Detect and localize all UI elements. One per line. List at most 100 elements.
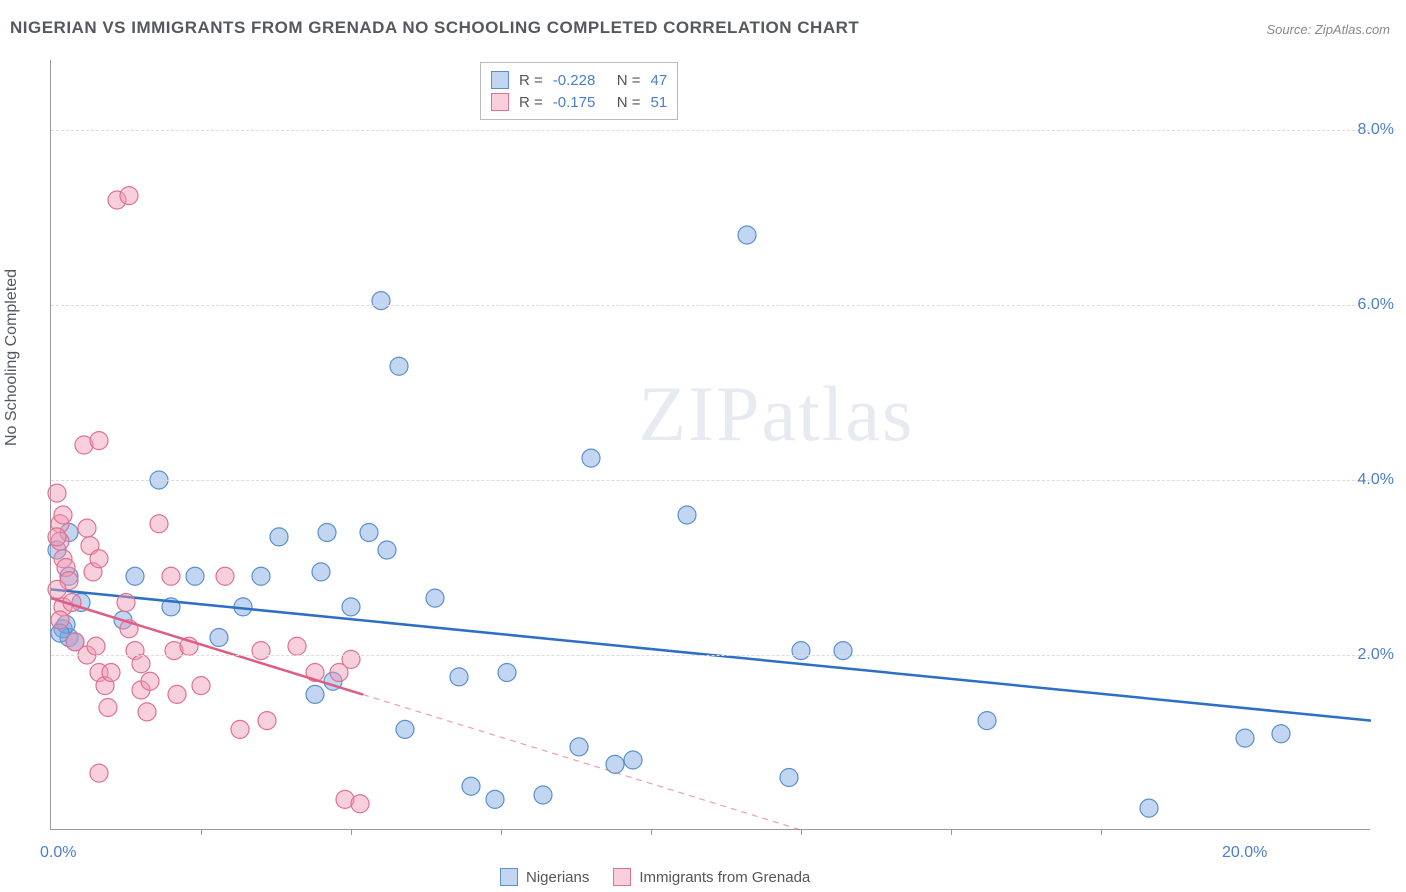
data-point	[252, 642, 270, 660]
data-point	[738, 226, 756, 244]
gridline	[51, 480, 1370, 481]
data-point	[54, 506, 72, 524]
data-point	[48, 580, 66, 598]
series-legend: Nigerians Immigrants from Grenada	[500, 868, 810, 886]
y-tick-label: 4.0%	[1358, 471, 1394, 489]
data-point	[252, 567, 270, 585]
n-label: N =	[617, 94, 641, 111]
x-tick	[501, 829, 502, 835]
data-point	[342, 598, 360, 616]
legend-swatch	[613, 868, 631, 886]
x-tick	[201, 829, 202, 835]
data-point	[360, 524, 378, 542]
data-point	[216, 567, 234, 585]
plot-area: ZIPatlas	[50, 60, 1370, 830]
data-point	[582, 449, 600, 467]
correlation-legend: R = -0.228 N = 47 R = -0.175 N = 51	[480, 62, 678, 120]
gridline	[51, 305, 1370, 306]
r-label: R =	[519, 94, 543, 111]
legend-label: Nigerians	[526, 869, 589, 886]
data-point	[132, 655, 150, 673]
data-point	[288, 637, 306, 655]
r-label: R =	[519, 72, 543, 89]
data-point	[51, 611, 69, 629]
data-point	[342, 650, 360, 668]
data-point	[150, 515, 168, 533]
data-point	[306, 685, 324, 703]
legend-row: R = -0.175 N = 51	[491, 91, 667, 113]
data-point	[834, 642, 852, 660]
data-point	[258, 712, 276, 730]
x-tick	[351, 829, 352, 835]
data-point	[570, 738, 588, 756]
data-point	[318, 524, 336, 542]
x-tick-label: 0.0%	[40, 844, 76, 862]
data-point	[87, 637, 105, 655]
n-label: N =	[617, 72, 641, 89]
x-tick	[801, 829, 802, 835]
data-point	[396, 720, 414, 738]
trend-line-dashed	[363, 695, 801, 830]
data-point	[1236, 729, 1254, 747]
source-label: Source: ZipAtlas.com	[1266, 22, 1390, 37]
x-tick	[651, 829, 652, 835]
data-point	[450, 668, 468, 686]
r-value: -0.228	[553, 72, 607, 89]
data-point	[78, 519, 96, 537]
plot-svg	[51, 60, 1370, 829]
data-point	[90, 764, 108, 782]
legend-swatch	[500, 868, 518, 886]
data-point	[678, 506, 696, 524]
data-point	[192, 677, 210, 695]
data-point	[168, 685, 186, 703]
data-point	[186, 567, 204, 585]
data-point	[120, 187, 138, 205]
data-point	[372, 292, 390, 310]
legend-item: Immigrants from Grenada	[613, 868, 810, 886]
data-point	[1272, 725, 1290, 743]
n-value: 51	[651, 94, 668, 111]
data-point	[141, 672, 159, 690]
gridline	[51, 655, 1370, 656]
data-point	[231, 720, 249, 738]
data-point	[312, 563, 330, 581]
data-point	[102, 664, 120, 682]
data-point	[780, 769, 798, 787]
data-point	[48, 528, 66, 546]
y-axis-label: No Schooling Completed	[3, 269, 21, 446]
y-tick-label: 8.0%	[1358, 121, 1394, 139]
data-point	[462, 777, 480, 795]
data-point	[90, 432, 108, 450]
legend-row: R = -0.228 N = 47	[491, 69, 667, 91]
chart-title: NIGERIAN VS IMMIGRANTS FROM GRENADA NO S…	[10, 18, 859, 38]
legend-label: Immigrants from Grenada	[639, 869, 810, 886]
chart-container: NIGERIAN VS IMMIGRANTS FROM GRENADA NO S…	[0, 0, 1406, 892]
x-tick-label: 20.0%	[1222, 844, 1267, 862]
data-point	[99, 699, 117, 717]
data-point	[378, 541, 396, 559]
data-point	[90, 550, 108, 568]
data-point	[126, 567, 144, 585]
x-tick	[1101, 829, 1102, 835]
data-point	[534, 786, 552, 804]
legend-item: Nigerians	[500, 868, 589, 886]
data-point	[498, 664, 516, 682]
x-tick	[951, 829, 952, 835]
r-value: -0.175	[553, 94, 607, 111]
data-point	[624, 751, 642, 769]
data-point	[390, 357, 408, 375]
data-point	[351, 795, 369, 813]
data-point	[210, 629, 228, 647]
data-point	[138, 703, 156, 721]
legend-swatch	[491, 93, 509, 111]
data-point	[1140, 799, 1158, 817]
data-point	[486, 790, 504, 808]
data-point	[117, 594, 135, 612]
data-point	[162, 567, 180, 585]
legend-swatch	[491, 71, 509, 89]
gridline	[51, 130, 1370, 131]
data-point	[792, 642, 810, 660]
n-value: 47	[651, 72, 668, 89]
data-point	[978, 712, 996, 730]
data-point	[270, 528, 288, 546]
